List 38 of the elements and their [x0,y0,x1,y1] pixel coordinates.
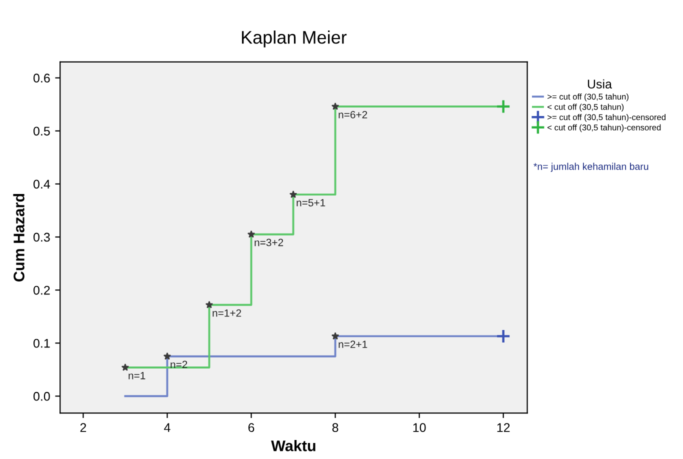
legend-title: Usia [588,79,612,89]
annotation: n=3+2 [254,238,284,246]
x-tick-label: 12 [497,423,510,432]
x-tick-label: 6 [248,423,254,432]
y-tick-label: 0.6 [33,74,50,83]
x-tick-label: 4 [164,423,170,432]
annotation: n=1 [128,372,146,380]
annotation: n=1+2 [212,309,242,317]
point [247,230,256,238]
legend-label: < cut off (30,5 tahun)-censored [548,124,661,132]
point [331,332,340,340]
legend-label: < cut off (30,5 tahun) [548,104,624,112]
x-tick-label: 8 [332,423,338,432]
x-tick-label: 2 [80,423,86,432]
annotation: n=2 [170,360,188,368]
annotation: n=5+1 [296,199,326,206]
y-tick-label: 0.1 [33,338,50,348]
y-tick-label: 0.2 [33,286,50,295]
text: *n= jumlah kehamilan baru [534,162,648,172]
legend-label: >= cut off (30,5 tahun)-censored [548,114,666,122]
point [121,363,130,371]
annotation: n=2+1 [338,340,368,348]
y-tick-label: 0.3 [33,232,50,242]
y-axis-title: Cum Hazard [13,194,24,282]
y-tick-label: 0.4 [33,180,50,189]
point [331,102,340,110]
x-axis-title: Waktu [271,440,316,452]
legend-label: >= cut off (30,5 tahun) [548,93,628,102]
point [205,300,214,308]
annotation: n=6+2 [338,110,368,118]
y-tick-label: 0.5 [33,126,50,136]
x-tick-label: 10 [413,423,426,432]
point [496,328,511,344]
point [496,99,511,114]
point [163,352,172,360]
point [289,190,298,198]
y-tick-label: 0.0 [33,392,50,401]
chart-title: Kaplan Meier [242,30,347,48]
